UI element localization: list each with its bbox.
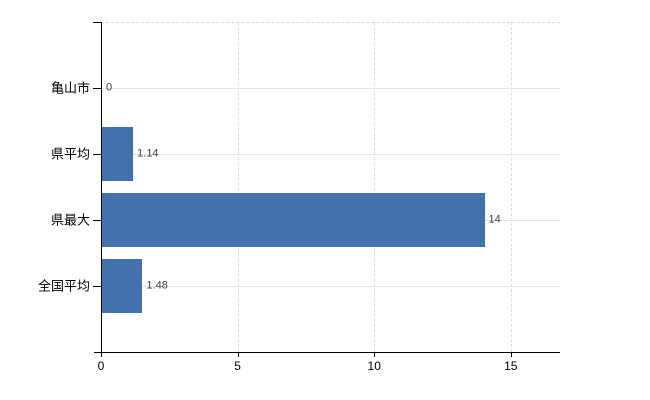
plot-top-border — [101, 22, 560, 23]
x-tick-label: 5 — [234, 359, 241, 373]
bar — [102, 259, 143, 313]
gridline-horizontal — [101, 154, 560, 155]
value-label: 1.14 — [137, 147, 159, 160]
bar — [102, 193, 485, 247]
x-tick-label: 0 — [97, 359, 105, 373]
x-axis-line — [94, 352, 560, 353]
category-label: 県平均 — [50, 146, 90, 162]
y-axis-top-tick — [93, 22, 101, 23]
value-label: 0 — [106, 81, 113, 94]
y-axis-line — [101, 22, 102, 352]
gridline-vertical — [374, 22, 376, 352]
gridline-horizontal — [101, 88, 560, 89]
y-axis-tick — [93, 220, 101, 221]
x-tick-label: 10 — [367, 359, 381, 373]
gridline-horizontal — [101, 286, 560, 287]
value-label: 1.48 — [146, 279, 168, 292]
value-label: 14 — [488, 213, 501, 226]
gridline-vertical — [510, 22, 512, 352]
category-label: 全国平均 — [37, 278, 90, 294]
y-axis-tick — [93, 88, 101, 89]
category-label: 亀山市 — [50, 80, 90, 96]
y-axis-tick — [93, 286, 101, 287]
x-axis-tick — [101, 352, 102, 357]
category-label: 県最大 — [50, 212, 90, 228]
x-axis-tick — [510, 352, 512, 357]
x-axis-tick — [374, 352, 376, 357]
x-tick-label: 15 — [504, 359, 518, 373]
bar — [102, 127, 134, 181]
x-axis-tick — [237, 352, 239, 357]
y-axis-tick — [93, 154, 101, 155]
gridline-vertical — [237, 22, 239, 352]
